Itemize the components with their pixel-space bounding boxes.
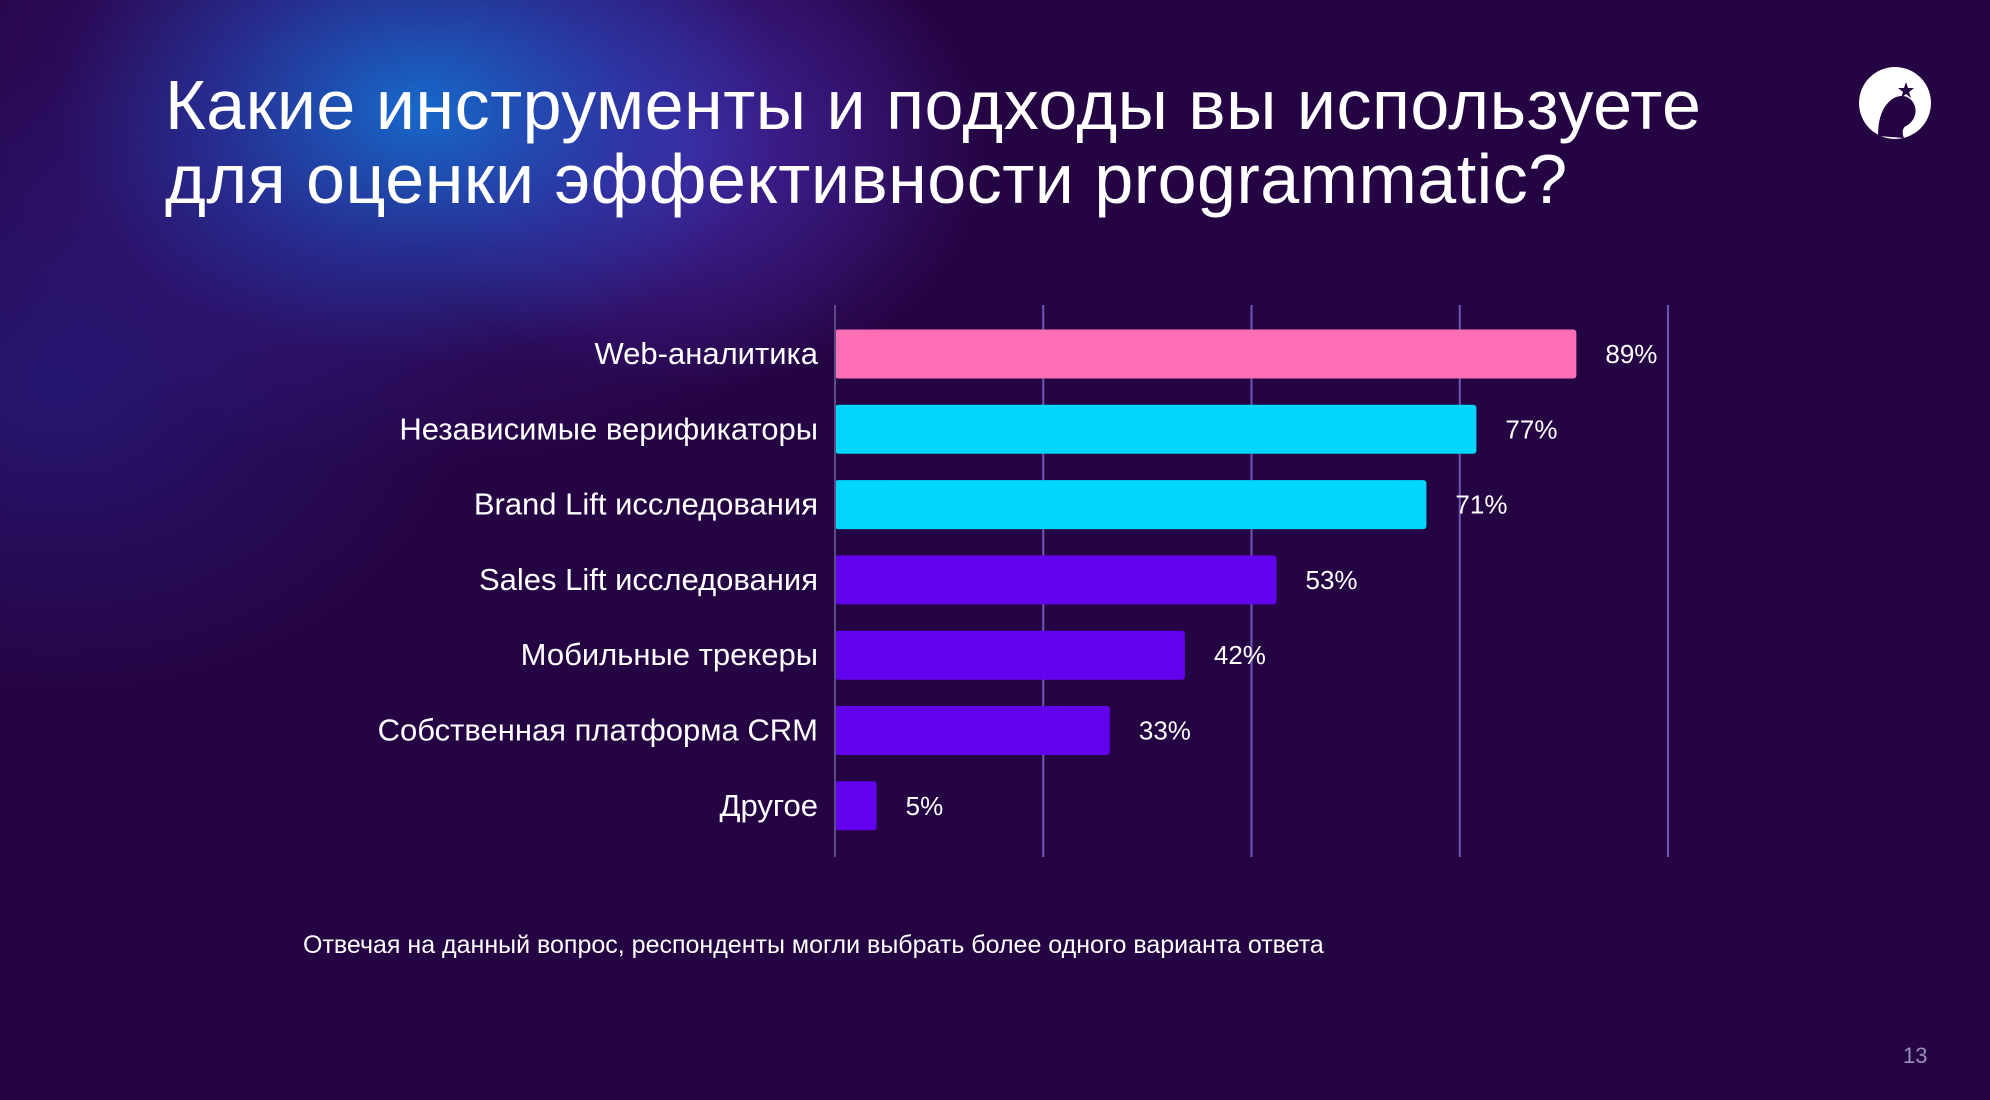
title-line-2: для оценки эффективности programmatic? [165, 140, 1568, 218]
bar-7 [835, 781, 877, 831]
bar-5 [835, 630, 1185, 680]
value-label-1: 89% [1605, 339, 1657, 369]
page-number: 13 [1903, 1043, 1928, 1068]
value-labels: 89% 77% 71% 53% 42% 33% 5% [906, 339, 1658, 821]
bar-6 [835, 706, 1110, 755]
category-label-6: Собственная платформа CRM [378, 713, 818, 748]
bar-1 [835, 329, 1577, 379]
category-label-1: Web-аналитика [594, 336, 818, 371]
bar-4 [835, 555, 1277, 605]
category-label-7: Другое [720, 788, 819, 823]
value-label-7: 5% [906, 791, 944, 821]
value-label-3: 71% [1455, 490, 1507, 520]
category-label-2: Независимые верификаторы [399, 411, 818, 446]
bar-3 [835, 480, 1427, 530]
footnote: Отвечая на данный вопрос, респонденты мо… [303, 931, 1324, 959]
value-label-6: 33% [1139, 716, 1191, 746]
slide-title: Какие инструменты и подходы вы используе… [165, 68, 1765, 216]
category-labels: Web-аналитика Независимые верификаторы Bra… [378, 336, 819, 823]
bar-2 [835, 404, 1477, 454]
category-label-3: Brand Lift исследования [474, 487, 818, 522]
title-line-1: Какие инструменты и подходы вы используе… [165, 66, 1702, 144]
bars [835, 329, 1577, 831]
category-label-5: Мобильные трекеры [521, 637, 818, 672]
category-label-4: Sales Lift исследования [479, 562, 818, 597]
value-label-4: 53% [1305, 565, 1357, 595]
value-label-5: 42% [1214, 640, 1266, 670]
value-label-2: 77% [1505, 414, 1557, 444]
brand-logo-icon [1859, 67, 1931, 139]
